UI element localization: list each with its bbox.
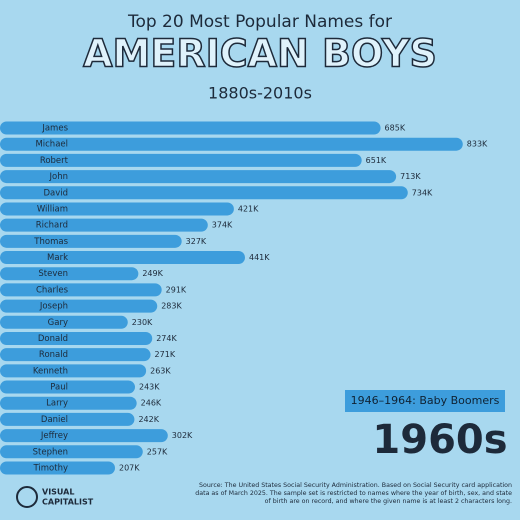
- value-label: 207K: [119, 464, 140, 473]
- category-label: Daniel: [41, 415, 68, 425]
- category-label: Timothy: [32, 464, 68, 474]
- bar: [0, 121, 381, 135]
- era-label: 1946–1964: Baby Boomers: [351, 394, 500, 407]
- category-label: James: [41, 124, 68, 134]
- bar: [0, 299, 158, 313]
- value-label: 833K: [467, 140, 488, 149]
- bar: [0, 186, 408, 200]
- category-label: Donald: [38, 334, 68, 344]
- value-label: 249K: [142, 269, 163, 278]
- bar: [0, 137, 463, 151]
- category-label: William: [37, 204, 68, 214]
- value-label: 243K: [139, 383, 160, 392]
- value-label: 421K: [238, 204, 259, 213]
- bar: [0, 251, 245, 265]
- bar: [0, 202, 234, 216]
- value-label: 734K: [412, 188, 433, 197]
- value-label: 374K: [212, 221, 233, 230]
- category-label: John: [49, 172, 68, 182]
- bar: [0, 170, 397, 184]
- value-label: 302K: [172, 431, 193, 440]
- value-label: 283K: [161, 302, 182, 311]
- decade-label: 1960s: [372, 417, 507, 463]
- category-label: Kenneth: [33, 366, 68, 376]
- value-label: 651K: [366, 156, 387, 165]
- value-label: 327K: [186, 237, 207, 246]
- bar: [0, 364, 147, 378]
- bar: [0, 461, 115, 475]
- bar: [0, 283, 162, 297]
- bar: [0, 234, 182, 248]
- category-label: Thomas: [33, 237, 68, 247]
- category-label: Jeffrey: [40, 431, 68, 441]
- value-label: 246K: [141, 399, 162, 408]
- era-box: [345, 390, 505, 412]
- bar: [0, 396, 137, 410]
- category-label: Ronald: [39, 350, 68, 360]
- headline: AMERICAN BOYS: [83, 32, 437, 76]
- category-label: Stephen: [33, 447, 68, 457]
- category-label: Paul: [50, 383, 68, 393]
- category-label: Steven: [38, 269, 68, 279]
- bar: [0, 153, 362, 167]
- value-label: 685K: [385, 124, 406, 133]
- brand: CAPITALIST: [42, 498, 94, 507]
- category-label: Michael: [35, 140, 68, 150]
- bar: [0, 331, 153, 345]
- value-label: 263K: [150, 366, 171, 375]
- bar: [0, 348, 151, 362]
- category-label: Mark: [47, 253, 68, 263]
- bar: [0, 315, 128, 329]
- value-label: 257K: [147, 447, 168, 456]
- subtitle: 1880s-2010s: [208, 84, 312, 103]
- category-label: Joseph: [39, 302, 68, 312]
- value-label: 271K: [155, 350, 176, 359]
- brand: VISUAL: [42, 488, 74, 497]
- bar: [0, 380, 135, 394]
- category-label: Gary: [48, 318, 68, 328]
- bar: [0, 267, 139, 281]
- chart-title: Top 20 Most Popular Names for: [127, 12, 392, 32]
- value-label: 713K: [400, 172, 421, 181]
- bar: [0, 429, 168, 443]
- category-label: Charles: [36, 285, 69, 295]
- value-label: 242K: [138, 415, 159, 424]
- bar: [0, 412, 135, 426]
- brand-logo: [16, 486, 38, 508]
- value-label: 441K: [249, 253, 270, 262]
- category-label: David: [43, 188, 68, 198]
- value-label: 230K: [132, 318, 153, 327]
- value-label: 291K: [166, 285, 187, 294]
- source: Source: The United States Social Securit…: [195, 482, 512, 505]
- category-label: Robert: [40, 156, 69, 166]
- category-label: Larry: [46, 399, 68, 409]
- bar: [0, 445, 143, 459]
- source-box: Source: The United States Social Securit…: [195, 482, 512, 505]
- bar: [0, 218, 208, 232]
- value-label: 274K: [156, 334, 177, 343]
- category-label: Richard: [36, 221, 68, 231]
